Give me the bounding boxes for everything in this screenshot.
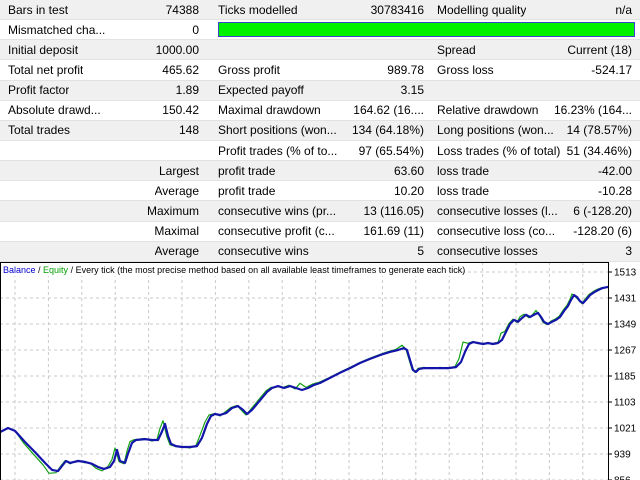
stat-value: 465.62: [162, 62, 199, 77]
stat-label: Long positions (won...: [437, 123, 554, 138]
stat-label: Initial deposit: [8, 42, 79, 57]
stat-value: -524.17: [591, 62, 632, 77]
stat-label: consecutive wins (pr...: [218, 203, 337, 218]
table-row: Profit trades (% of to... 97 (65.54%) Loss…: [0, 140, 640, 162]
stat-label: Expected payoff: [218, 83, 304, 98]
stat-value: 10.20: [393, 183, 424, 198]
stat-value: 97 (65.54%): [358, 143, 424, 158]
stat-label: consecutive losses (l...: [437, 203, 558, 218]
stat-value: Average: [154, 244, 199, 259]
table-row: Average profit trade 10.20 loss trade -10.28: [0, 181, 640, 202]
table-row: Average consecutive wins 5 consecutive loss…: [0, 241, 640, 262]
y-axis-label: 1431: [614, 294, 637, 305]
stat-label: Gross profit: [218, 62, 281, 77]
stat-label: Bars in test: [8, 2, 69, 17]
y-axis-label: 1513: [614, 268, 637, 279]
stat-value: 30783416: [370, 2, 424, 17]
stat-value: Average: [154, 183, 199, 198]
table-row: Absolute drawd... 150.42 Maximal drawdown 1…: [0, 100, 640, 121]
stat-value: 0: [192, 22, 199, 37]
stat-value: 6 (-128.20): [573, 203, 632, 218]
stat-value: 51 (34.46%): [566, 143, 632, 158]
stat-label: Ticks modelled: [218, 2, 298, 17]
stat-value: Current (18): [567, 42, 632, 57]
stat-value: -128.20 (6): [573, 224, 632, 239]
stat-value: 16.23% (164...: [553, 103, 632, 118]
stat-value: 74388: [165, 2, 199, 17]
balance-equity-chart-canvas: 1513 1431 1349 1267 1185 1103 1021 939 856 Balanc…: [0, 262, 640, 480]
stat-value: 150.42: [162, 103, 199, 118]
stat-label: Mismatched cha...: [8, 22, 106, 37]
stat-value: 161.69 (11): [363, 224, 425, 239]
stat-label: Absolute drawd...: [8, 103, 101, 118]
stat-label: consecutive losses: [437, 244, 538, 259]
table-row: Mismatched cha... 0: [0, 20, 640, 41]
stat-label: Maximal drawdown: [218, 103, 321, 118]
y-axis-label: 1185: [614, 372, 636, 383]
stat-label: Profit factor: [8, 83, 70, 98]
report-stats-table: Bars in test 74388 Ticks modelled 30783416 M…: [0, 0, 640, 262]
stat-value: 164.62 (16....: [353, 103, 424, 118]
stat-value: -10.28: [597, 183, 632, 198]
y-axis-label: 1103: [614, 398, 636, 409]
stat-value: 134 (64.18%): [351, 123, 424, 138]
stat-label: Loss trades (% of total): [437, 143, 561, 158]
table-row: Initial deposit 1000.00 Spread Current (18): [0, 40, 640, 61]
y-axis-label: 1021: [614, 424, 637, 435]
stat-value: Largest: [158, 163, 199, 178]
y-axis-label: 1267: [614, 346, 637, 357]
stat-label: profit trade: [218, 163, 276, 178]
stat-label: Profit trades (% of to...: [218, 143, 338, 158]
y-axis-label: 1349: [614, 320, 637, 331]
table-row: Total net profit 465.62 Gross profit 989.78…: [0, 60, 640, 81]
stat-value: 989.78: [387, 62, 424, 77]
stat-label: Gross loss: [437, 62, 494, 77]
stat-label: Short positions (won...: [218, 123, 337, 138]
table-row: Largest profit trade 63.60 loss trade -42.00: [0, 161, 640, 182]
stat-value: 1.89: [175, 83, 199, 98]
stat-value: 14 (78.57%): [566, 123, 632, 138]
table-row: Maximal consecutive profit (c... 161.69 (1…: [0, 221, 640, 242]
table-row: Maximum consecutive wins (pr... 13 (116.05…: [0, 201, 640, 222]
stat-value: 63.60: [393, 163, 424, 178]
stat-label: Modelling quality: [437, 2, 527, 17]
stat-value: 1000.00: [155, 42, 199, 57]
stat-label: loss trade: [437, 183, 490, 198]
stat-label: Relative drawdown: [437, 103, 539, 118]
y-axis-label: 939: [614, 450, 631, 461]
y-axis-label: 856: [614, 476, 631, 480]
chart-title: Balance / Equity / Every tick (the most …: [3, 265, 465, 275]
stat-label: profit trade: [218, 183, 276, 198]
stat-label: Spread: [437, 42, 476, 57]
stat-label: Total net profit: [8, 62, 84, 77]
stat-value: n/a: [615, 2, 632, 17]
stat-label: loss trade: [437, 163, 490, 178]
modelling-quality-bar: [218, 22, 635, 38]
stat-label: consecutive loss (co...: [437, 224, 556, 239]
stat-value: Maximum: [146, 203, 199, 218]
stat-label: Total trades: [8, 123, 71, 138]
stat-value: 148: [178, 123, 199, 138]
chart-title-backdrop: [1, 263, 461, 276]
stat-value: 3: [625, 244, 632, 259]
stat-value: 3.15: [400, 83, 424, 98]
table-row: Bars in test 74388 Ticks modelled 30783416 M…: [0, 0, 640, 21]
stat-label: consecutive wins: [218, 244, 309, 259]
stat-value: 5: [417, 244, 424, 259]
stat-label: consecutive profit (c...: [218, 224, 335, 239]
table-row: Profit factor 1.89 Expected payoff 3.15: [0, 80, 640, 101]
stat-value: Maximal: [154, 224, 199, 239]
stat-value: -42.00: [597, 163, 632, 178]
balance-line: [0, 285, 610, 473]
balance-equity-chart: 1513 1431 1349 1267 1185 1103 1021 939 856 Balanc…: [0, 262, 640, 480]
chart-background: [0, 262, 640, 480]
stat-value: 13 (116.05): [363, 203, 425, 218]
table-row: Total trades 148 Short positions (won... 13…: [0, 120, 640, 141]
